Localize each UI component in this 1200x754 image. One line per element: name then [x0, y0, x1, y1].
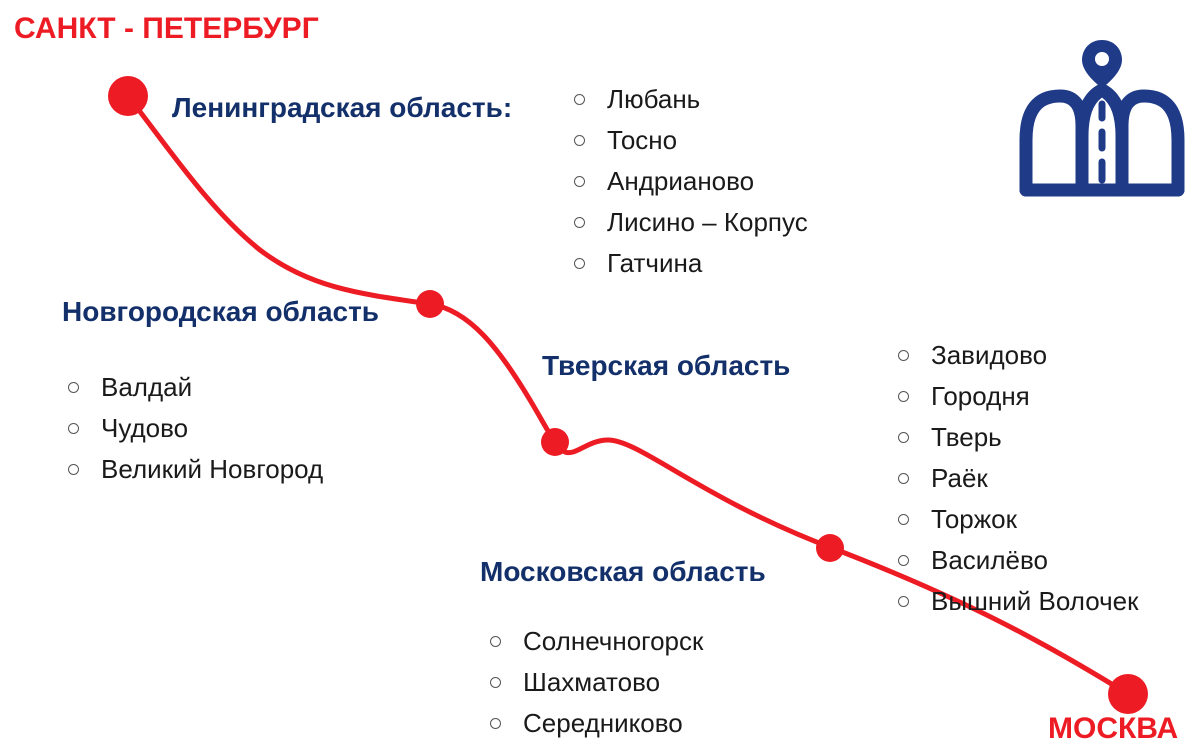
bullet-icon [574, 176, 585, 187]
route-diagram: САНКТ - ПЕТЕРБУРГ МОСКВА Ленинградская о… [0, 0, 1200, 754]
city-name: Шахматово [523, 667, 660, 698]
bullet-icon [68, 464, 79, 475]
city-name: Середниково [523, 708, 683, 739]
city-name: Чудово [101, 413, 188, 444]
bullet-icon [574, 94, 585, 105]
list-item: Лисино – Корпус [574, 207, 808, 238]
endpoint-moscow: МОСКВА [1048, 712, 1178, 746]
list-item: Раёк [898, 463, 1138, 494]
list-item: Солнечногорск [490, 626, 703, 657]
city-list-novgorod: Валдай Чудово Великий Новгород [68, 372, 323, 485]
region-label-leningrad: Ленинградская область: [172, 92, 512, 124]
node-tver [816, 534, 844, 562]
bullet-icon [68, 382, 79, 393]
bullet-icon [898, 514, 909, 525]
city-name: Андрианово [607, 166, 754, 197]
bullet-icon [574, 135, 585, 146]
node-tver-mid [541, 428, 569, 456]
bullet-icon [574, 258, 585, 269]
list-item: Гатчина [574, 248, 808, 279]
bullet-icon [490, 718, 501, 729]
list-item: Середниково [490, 708, 703, 739]
region-label-tver: Тверская область [542, 350, 790, 382]
city-list-tver: Завидово Городня Тверь Раёк Торжок Василёво Вы… [898, 340, 1138, 617]
list-item: Шахматово [490, 667, 703, 698]
city-name: Вышний Волочек [931, 586, 1138, 617]
bullet-icon [898, 432, 909, 443]
city-name: Клин [523, 749, 582, 754]
bullet-icon [898, 596, 909, 607]
region-label-moscow-oblast: Московская область [480, 556, 766, 588]
city-name: Торжок [931, 504, 1017, 535]
bullet-icon [898, 555, 909, 566]
city-name: Тосно [607, 125, 677, 156]
bullet-icon [490, 636, 501, 647]
list-item: Тверь [898, 422, 1138, 453]
list-item: Вышний Волочек [898, 586, 1138, 617]
bullet-icon [490, 677, 501, 688]
node-moscow [1108, 674, 1148, 714]
city-name: Солнечногорск [523, 626, 703, 657]
city-name: Городня [931, 381, 1030, 412]
list-item: Чудово [68, 413, 323, 444]
city-name: Любань [607, 84, 700, 115]
city-name: Василёво [931, 545, 1048, 576]
list-item: Городня [898, 381, 1138, 412]
list-item: Торжок [898, 504, 1138, 535]
endpoint-spb: САНКТ - ПЕТЕРБУРГ [14, 12, 319, 46]
list-item: Великий Новгород [68, 454, 323, 485]
list-item: Андрианово [574, 166, 808, 197]
city-list-leningrad: Любань Тосно Андрианово Лисино – Корпус Гатч… [574, 84, 808, 279]
node-novgorod [416, 290, 444, 318]
city-name: Завидово [931, 340, 1047, 371]
city-name: Тверь [931, 422, 1002, 453]
city-name: Великий Новгород [101, 454, 323, 485]
city-name: Раёк [931, 463, 988, 494]
list-item: Валдай [68, 372, 323, 403]
list-item: Любань [574, 84, 808, 115]
list-item: Василёво [898, 545, 1138, 576]
bullet-icon [898, 391, 909, 402]
crown-road-logo-icon [1012, 40, 1192, 200]
list-item: Тосно [574, 125, 808, 156]
bullet-icon [68, 423, 79, 434]
bullet-icon [574, 217, 585, 228]
node-spb [108, 76, 148, 116]
bullet-icon [898, 350, 909, 361]
city-list-moscow-oblast: Солнечногорск Шахматово Середниково Клин [490, 626, 703, 754]
city-name: Гатчина [607, 248, 702, 279]
city-name: Валдай [101, 372, 192, 403]
bullet-icon [898, 473, 909, 484]
region-label-novgorod: Новгородская область [62, 296, 379, 328]
city-name: Лисино – Корпус [607, 207, 808, 238]
list-item: Завидово [898, 340, 1138, 371]
list-item: Клин [490, 749, 703, 754]
